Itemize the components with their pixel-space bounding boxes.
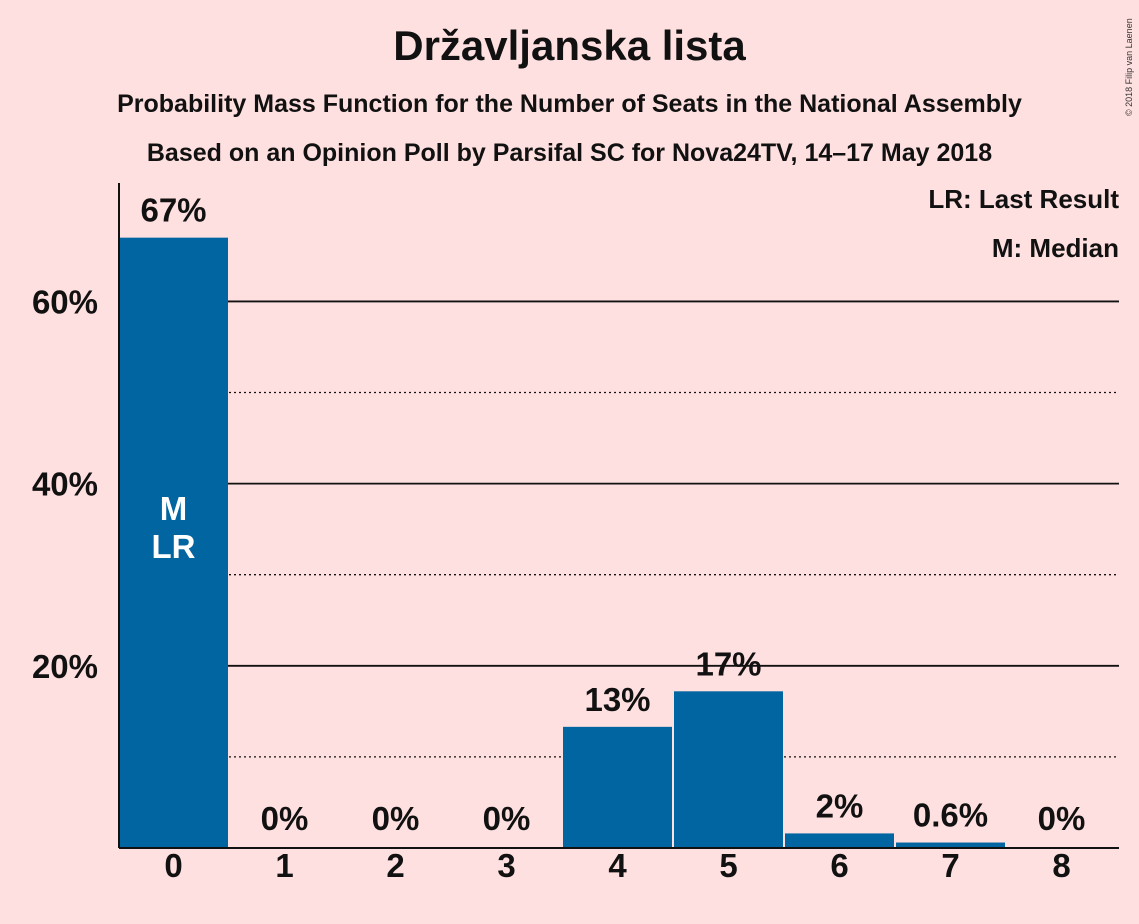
legend-median: M: Median: [991, 233, 1119, 263]
bar-6: [785, 833, 894, 848]
data-label: 0%: [1038, 800, 1086, 837]
x-tick-label: 1: [275, 847, 293, 884]
x-tick-label: 8: [1052, 847, 1070, 884]
chart-title: Državljanska lista: [393, 22, 746, 69]
bar-annotation: LR: [152, 528, 196, 565]
x-tick-label: 4: [608, 847, 627, 884]
bar-0: [119, 237, 228, 848]
y-tick-label: 20%: [32, 648, 98, 685]
data-label: 2%: [816, 787, 864, 824]
data-label: 0%: [261, 800, 309, 837]
y-tick-label: 40%: [32, 466, 98, 503]
x-tick-label: 5: [719, 847, 737, 884]
x-tick-label: 6: [830, 847, 848, 884]
bar-7: [896, 842, 1005, 848]
data-label: 67%: [140, 192, 206, 229]
bar-annotation: M: [160, 490, 188, 527]
bar-4: [563, 726, 672, 848]
chart-source: Based on an Opinion Poll by Parsifal SC …: [146, 139, 993, 167]
data-label: 17%: [695, 645, 761, 682]
y-tick-label: 60%: [32, 283, 98, 320]
x-tick-label: 3: [497, 847, 515, 884]
x-tick-label: 2: [386, 847, 404, 884]
data-label: 0%: [372, 800, 420, 837]
data-label: 0%: [483, 800, 531, 837]
x-tick-label: 7: [941, 847, 959, 884]
data-label: 13%: [584, 681, 650, 718]
data-label: 0.6%: [913, 797, 988, 834]
bar-5: [674, 691, 783, 848]
legend-last-result: LR: Last Result: [928, 184, 1119, 214]
x-tick-label: 0: [164, 847, 182, 884]
chart-subtitle: Probability Mass Function for the Number…: [117, 90, 1022, 118]
